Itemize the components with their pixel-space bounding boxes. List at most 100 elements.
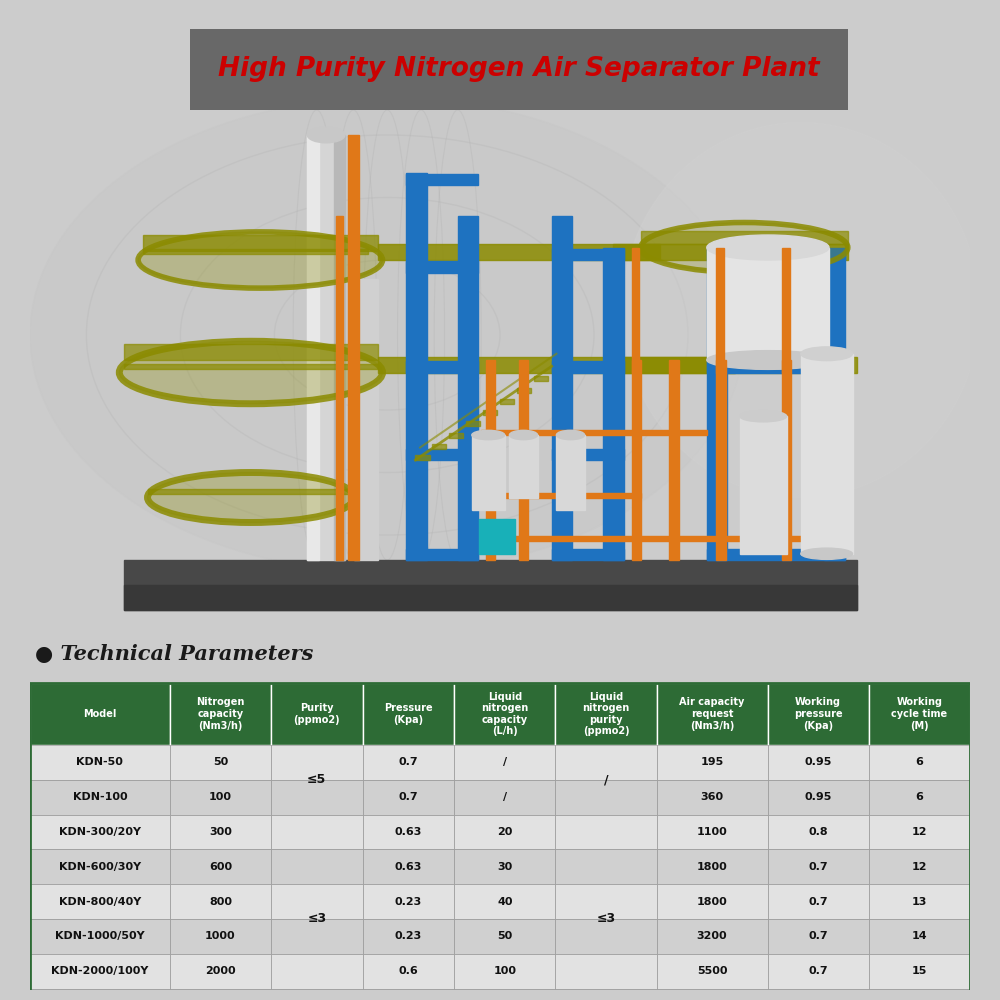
Bar bbox=[657, 745, 768, 780]
Bar bbox=[613, 357, 857, 372]
Bar bbox=[669, 360, 679, 560]
Bar bbox=[555, 745, 657, 780]
Bar bbox=[348, 135, 359, 560]
Bar bbox=[509, 435, 538, 497]
Text: 100: 100 bbox=[209, 792, 232, 802]
Bar bbox=[552, 449, 624, 460]
Bar bbox=[415, 455, 430, 460]
Text: Model: Model bbox=[83, 709, 117, 719]
Text: /: / bbox=[503, 757, 507, 767]
Bar bbox=[707, 247, 727, 560]
Bar bbox=[454, 989, 555, 1000]
Text: High Purity Nitrogen Air Separator Plant: High Purity Nitrogen Air Separator Plant bbox=[218, 56, 820, 82]
Text: 0.63: 0.63 bbox=[395, 827, 422, 837]
Text: 15: 15 bbox=[912, 966, 927, 976]
Bar bbox=[768, 815, 869, 849]
Bar bbox=[30, 919, 170, 954]
Text: /: / bbox=[503, 792, 507, 802]
Text: Purity
(ppmo2): Purity (ppmo2) bbox=[294, 703, 340, 725]
Bar bbox=[406, 549, 478, 560]
Bar bbox=[454, 683, 555, 745]
Bar bbox=[143, 249, 368, 254]
Bar bbox=[271, 954, 363, 989]
Ellipse shape bbox=[801, 548, 852, 559]
Bar bbox=[481, 492, 641, 497]
Text: Pressure
(Kpa): Pressure (Kpa) bbox=[384, 703, 433, 725]
Bar bbox=[271, 683, 363, 745]
Bar bbox=[124, 560, 857, 610]
Bar bbox=[454, 815, 555, 849]
Bar bbox=[363, 989, 454, 1000]
Bar bbox=[657, 780, 768, 815]
Bar bbox=[641, 231, 848, 244]
Bar bbox=[454, 780, 555, 815]
Bar bbox=[556, 435, 585, 510]
Bar bbox=[479, 519, 515, 554]
Text: 14: 14 bbox=[912, 931, 927, 941]
Bar bbox=[707, 247, 829, 360]
Bar bbox=[657, 849, 768, 884]
Text: Nitrogen
capacity
(Nm3/h): Nitrogen capacity (Nm3/h) bbox=[196, 697, 245, 731]
Text: KDN-300/20Y: KDN-300/20Y bbox=[59, 827, 141, 837]
Bar bbox=[454, 884, 555, 919]
Text: 12: 12 bbox=[912, 862, 927, 872]
Text: Air capacity
request
(Nm3/h): Air capacity request (Nm3/h) bbox=[679, 697, 745, 731]
Bar bbox=[768, 745, 869, 780]
Ellipse shape bbox=[707, 235, 829, 260]
Bar bbox=[30, 683, 170, 745]
Text: 0.95: 0.95 bbox=[804, 792, 832, 802]
Bar bbox=[555, 815, 657, 849]
Bar bbox=[454, 745, 555, 780]
Bar bbox=[454, 849, 555, 884]
Text: 0.7: 0.7 bbox=[399, 792, 418, 802]
Text: 360: 360 bbox=[701, 792, 724, 802]
Bar bbox=[271, 849, 363, 884]
Bar bbox=[768, 683, 869, 745]
Bar bbox=[170, 780, 271, 815]
Bar bbox=[170, 989, 271, 1000]
Text: ● Technical Parameters: ● Technical Parameters bbox=[35, 644, 313, 664]
Bar bbox=[271, 745, 363, 780]
Bar bbox=[552, 361, 624, 372]
Bar bbox=[782, 247, 790, 372]
Ellipse shape bbox=[138, 232, 382, 288]
Bar bbox=[378, 357, 735, 372]
Text: ≤3: ≤3 bbox=[307, 913, 326, 926]
Text: 0.7: 0.7 bbox=[399, 757, 418, 767]
Text: 300: 300 bbox=[209, 827, 232, 837]
Text: /: / bbox=[604, 773, 608, 786]
Text: 40: 40 bbox=[497, 897, 513, 907]
Bar bbox=[466, 421, 480, 426]
Circle shape bbox=[30, 98, 744, 572]
Text: 0.6: 0.6 bbox=[399, 966, 418, 976]
Ellipse shape bbox=[556, 430, 585, 440]
Text: 12: 12 bbox=[912, 827, 927, 837]
Bar bbox=[170, 954, 271, 989]
Ellipse shape bbox=[147, 473, 354, 522]
Bar bbox=[555, 954, 657, 989]
Ellipse shape bbox=[707, 351, 829, 369]
Bar bbox=[190, 29, 848, 110]
Text: 195: 195 bbox=[700, 757, 724, 767]
Bar bbox=[552, 249, 624, 260]
Bar bbox=[768, 849, 869, 884]
Bar bbox=[472, 435, 505, 510]
Bar bbox=[363, 849, 454, 884]
Text: 1800: 1800 bbox=[697, 862, 727, 872]
Text: 20: 20 bbox=[497, 827, 513, 837]
Text: 0.63: 0.63 bbox=[395, 862, 422, 872]
Bar bbox=[801, 354, 852, 554]
Text: KDN-2000/100Y: KDN-2000/100Y bbox=[51, 966, 149, 976]
Bar bbox=[336, 216, 343, 560]
Ellipse shape bbox=[801, 347, 852, 361]
Bar bbox=[869, 849, 970, 884]
Bar bbox=[555, 989, 657, 1000]
Text: Working
cycle time
(M): Working cycle time (M) bbox=[891, 697, 947, 731]
Bar bbox=[555, 683, 657, 745]
Bar bbox=[632, 360, 641, 560]
Bar bbox=[707, 249, 845, 260]
Bar bbox=[555, 849, 657, 884]
Text: ≤3: ≤3 bbox=[596, 913, 616, 926]
Text: 50: 50 bbox=[497, 931, 512, 941]
Bar bbox=[519, 360, 528, 560]
